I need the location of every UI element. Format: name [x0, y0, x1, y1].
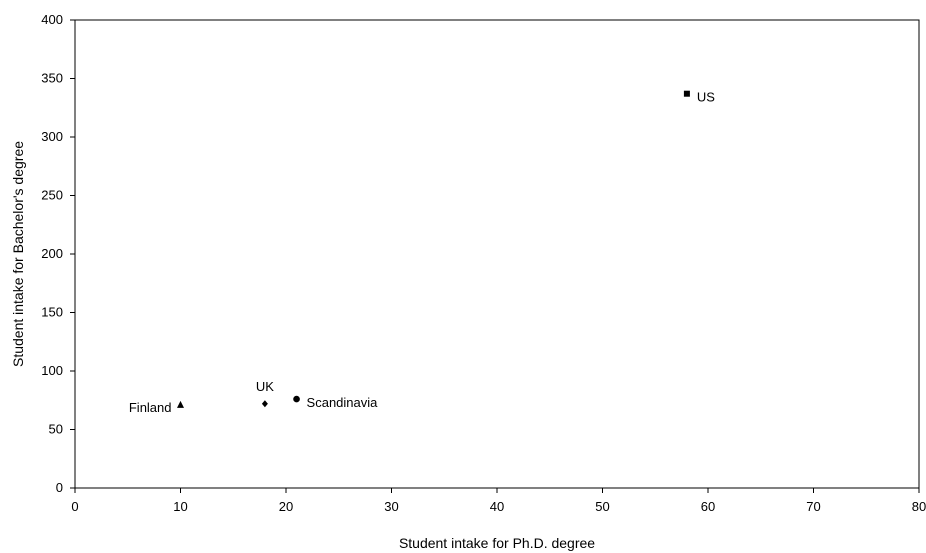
- point-label-us: US: [697, 90, 715, 105]
- data-points: US Finland UK Scandinavia: [129, 90, 715, 415]
- x-tick-label: 80: [912, 499, 926, 514]
- x-axis-ticks: 0 10 20 30 40 50 60 70 80: [71, 488, 926, 514]
- plot-area: [74, 19, 920, 489]
- y-tick-label: 400: [41, 12, 63, 27]
- x-axis-title: Student intake for Ph.D. degree: [399, 535, 595, 551]
- point-label-uk: UK: [256, 379, 274, 394]
- x-tick-label: 10: [173, 499, 187, 514]
- y-tick-label: 350: [41, 71, 63, 86]
- point-label-scandinavia: Scandinavia: [307, 395, 379, 410]
- x-tick-label: 20: [279, 499, 293, 514]
- y-tick-label: 250: [41, 188, 63, 203]
- y-tick-label: 200: [41, 246, 63, 261]
- x-tick-label: 50: [595, 499, 609, 514]
- y-tick-label: 0: [56, 480, 63, 495]
- x-tick-label: 30: [384, 499, 398, 514]
- data-point-us: [683, 90, 690, 97]
- x-tick-label: 70: [806, 499, 820, 514]
- data-point-finland: [177, 400, 184, 408]
- y-tick-label: 300: [41, 129, 63, 144]
- y-tick-label: 150: [41, 305, 63, 320]
- y-tick-label: 50: [49, 422, 63, 437]
- point-label-finland: Finland: [129, 400, 172, 415]
- y-tick-label: 100: [41, 363, 63, 378]
- y-axis-ticks: 0 50 100 150 200 250 300 350 400: [41, 12, 75, 495]
- x-tick-label: 40: [490, 499, 504, 514]
- x-tick-label: 0: [71, 499, 78, 514]
- y-axis-title: Student intake for Bachelor's degree: [10, 141, 26, 367]
- data-point-uk: [261, 400, 268, 408]
- data-point-scandinavia: [293, 395, 300, 403]
- x-tick-label: 60: [701, 499, 715, 514]
